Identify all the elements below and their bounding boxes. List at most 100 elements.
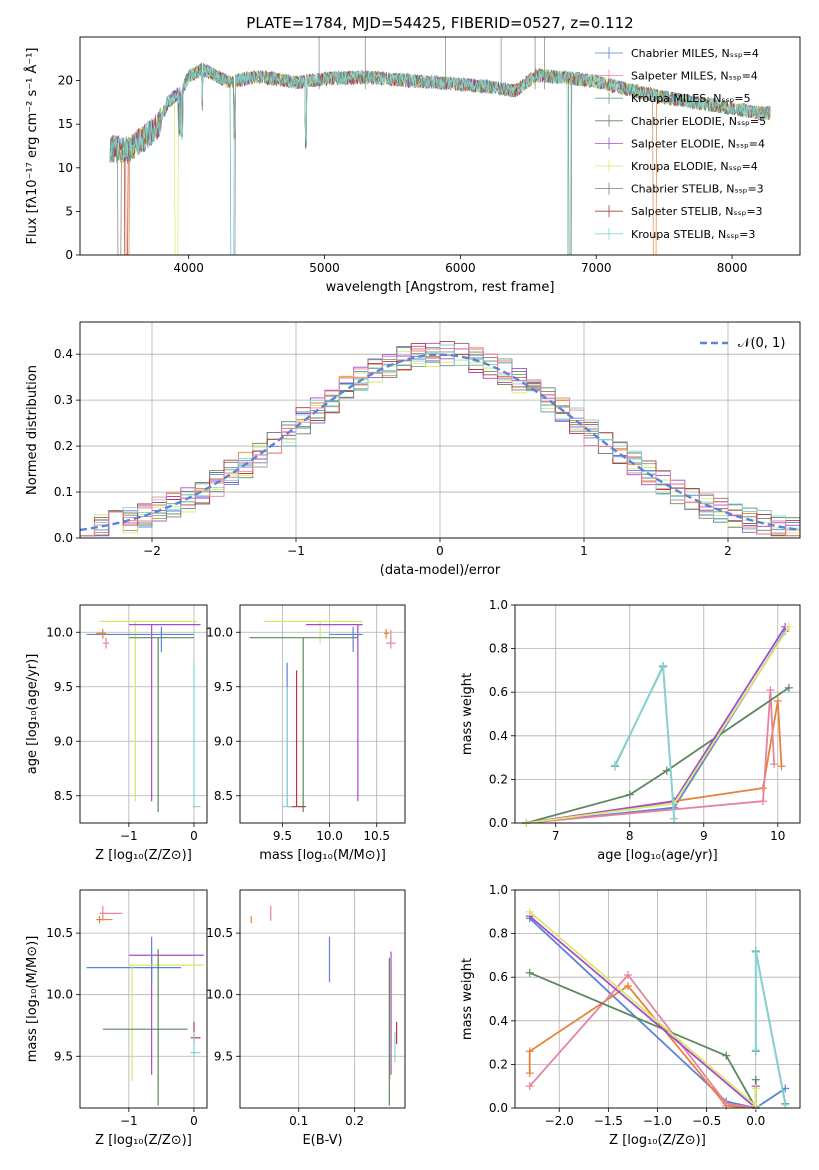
y-tick-label: 20: [58, 74, 73, 88]
x-axis-label: wavelength [Angstrom, rest frame]: [326, 280, 555, 295]
figure-title: PLATE=1784, MJD=54425, FIBERID=0527, z=0…: [246, 14, 633, 32]
y-tick-label: 0.0: [54, 531, 73, 545]
legend-entry: Chabrier MILES, Nₛₛₚ=4: [631, 47, 759, 60]
legend-entry: 𝒩(0, 1): [738, 336, 785, 351]
histogram-chabrier-elodie: [80, 347, 800, 537]
x-axis-label: Z [log₁₀(Z/Z⊙)]: [95, 848, 192, 863]
x-axis-label: mass [log₁₀(M/M⊙)]: [259, 848, 386, 863]
x-tick-label: 10.5: [363, 829, 390, 843]
y-tick-label: 0.6: [489, 970, 508, 984]
x-tick-label: 0.2: [345, 1114, 364, 1128]
y-axis-label: Normed distribution: [25, 365, 40, 495]
x-tick-label: 10.0: [316, 829, 343, 843]
x-axis-label: Z [log₁₀(Z/Z⊙)]: [95, 1133, 192, 1148]
y-tick-label: 0.4: [54, 347, 73, 361]
plot-frame: [79, 604, 208, 824]
weight-vs-age-panel: 7 8 9 10 0.0 0.2 0.4 0.6 0.8 1.0 age [log₁₀(age/yr…: [460, 598, 801, 863]
weight-series-line: [526, 689, 775, 823]
x-tick-label: 8: [626, 829, 634, 843]
y-tick-label: 10: [58, 161, 73, 175]
x-tick-label: 2: [724, 544, 732, 558]
y-tick-label: 0.2: [489, 1057, 508, 1071]
weight-vs-metallicity-panel: −2.0 −1.5 −1.0 −0.5 0.0 0.0 0.2 0.4 0.6 0.8 1.0 Z […: [460, 883, 801, 1148]
x-tick-label: 1: [580, 544, 588, 558]
y-tick-label: 0.8: [489, 642, 508, 656]
y-tick-label: 0.8: [489, 927, 508, 941]
x-tick-label: −1.5: [594, 1114, 623, 1128]
x-axis-label: E(B-V): [302, 1133, 342, 1148]
weight-series-line: [529, 973, 756, 1108]
weight-series-line: [526, 630, 786, 823]
y-tick-label: 8.5: [214, 789, 233, 803]
legend-entry: Kroupa ELODIE, Nₛₛₚ=4: [631, 160, 758, 173]
y-tick-label: 10.0: [206, 988, 233, 1002]
x-tick-label: 9.5: [273, 829, 292, 843]
weight-series-line: [529, 915, 757, 1108]
age-vs-mass-panel: 9.5 10.0 10.5 8.5 9.0 9.5 10.0 mass [log₁₀(M/M⊙…: [206, 604, 406, 863]
x-tick-label: 6000: [445, 261, 476, 275]
x-tick-label: 4000: [173, 261, 204, 275]
normal-curve: [80, 353, 800, 532]
weight-series-line: [754, 951, 787, 1105]
histogram-salpeter-elodie: [80, 342, 800, 537]
histogram-salpeter-stelib: [80, 341, 800, 537]
y-tick-label: 9.5: [214, 1049, 233, 1063]
residuals-panel: −2 −1 0 1 2 0.0 0.1 0.2 0.3 0.4 (data-model)/error…: [25, 321, 801, 578]
y-axis-label: Flux [fλ10⁻¹⁷ erg cm⁻² s⁻¹ Å⁻¹]: [24, 48, 40, 245]
y-tick-label: 9.0: [54, 734, 73, 748]
y-tick-label: 0.4: [489, 1014, 508, 1028]
weight-series-line: [525, 687, 790, 823]
y-tick-label: 0: [65, 248, 73, 262]
y-tick-label: 0.0: [489, 1101, 508, 1115]
y-tick-label: 9.5: [54, 1049, 73, 1063]
x-axis-label: age [log₁₀(age/yr)]: [597, 848, 718, 863]
x-axis-label: (data-model)/error: [380, 563, 501, 578]
legend-entry: Chabrier ELODIE, Nₛₛₚ=5: [631, 115, 766, 128]
x-tick-label: −1.0: [643, 1114, 672, 1128]
x-tick-label: −2.0: [545, 1114, 574, 1128]
y-tick-label: 10.0: [46, 625, 73, 639]
legend-entry: Salpeter STELIB, Nₛₛₚ=3: [631, 205, 763, 218]
y-tick-label: 0.3: [54, 393, 73, 407]
x-tick-label: −1: [120, 1114, 138, 1128]
weight-series-line: [525, 626, 786, 823]
x-tick-label: 0.1: [289, 1114, 308, 1128]
y-tick-label: 10.5: [46, 926, 73, 940]
plot-frame: [239, 604, 406, 824]
spectrum-panel: 4000 5000 6000 7000 8000 0 5 10 15 20 wavelength […: [24, 36, 801, 295]
legend-entry: Kroupa STELIB, Nₛₛₚ=3: [631, 228, 755, 241]
x-axis-label: Z [log₁₀(Z/Z⊙)]: [609, 1133, 706, 1148]
y-tick-label: 0.2: [489, 772, 508, 786]
x-tick-label: 0.0: [746, 1114, 765, 1128]
plot-frame: [514, 604, 801, 824]
legend-entry: Salpeter MILES, Nₛₛₚ=4: [631, 70, 758, 83]
mass-vs-ebv-panel: 0.1 0.2 9.5 10.0 10.5 E(B-V): [206, 889, 406, 1148]
legend-entry: Chabrier STELIB, Nₛₛₚ=3: [631, 183, 764, 196]
y-axis-label: age [log₁₀(age/yr)]: [25, 654, 40, 775]
y-tick-label: 0.2: [54, 439, 73, 453]
legend-entry: Salpeter ELODIE, Nₛₛₚ=4: [631, 137, 765, 150]
plot-frame: [79, 36, 801, 256]
y-tick-label: 9.5: [54, 680, 73, 694]
x-tick-label: −2: [143, 544, 161, 558]
y-tick-label: 9.5: [214, 680, 233, 694]
x-tick-label: 10: [770, 829, 785, 843]
y-tick-label: 1.0: [489, 598, 508, 612]
x-tick-label: 0: [190, 829, 198, 843]
y-axis-label: mass weight: [460, 673, 475, 755]
plot-frame: [79, 321, 801, 539]
y-tick-label: 9.0: [214, 734, 233, 748]
y-tick-label: 15: [58, 117, 73, 131]
x-tick-label: 7: [552, 829, 560, 843]
x-tick-label: 7000: [581, 261, 612, 275]
age-vs-metallicity-panel: −1 0 8.5 9.0 9.5 10.0 Z [log₁₀(Z/Z⊙)] age [log₁…: [25, 604, 208, 863]
spectrum-line-kroupa-stelib: [109, 63, 771, 255]
y-axis-label: mass weight: [460, 958, 475, 1040]
y-tick-label: 1.0: [489, 883, 508, 897]
y-tick-label: 0.0: [489, 816, 508, 830]
plot-frame: [79, 889, 208, 1109]
x-tick-label: 8000: [717, 261, 748, 275]
y-tick-label: 10.0: [206, 625, 233, 639]
y-tick-label: 0.1: [54, 485, 73, 499]
